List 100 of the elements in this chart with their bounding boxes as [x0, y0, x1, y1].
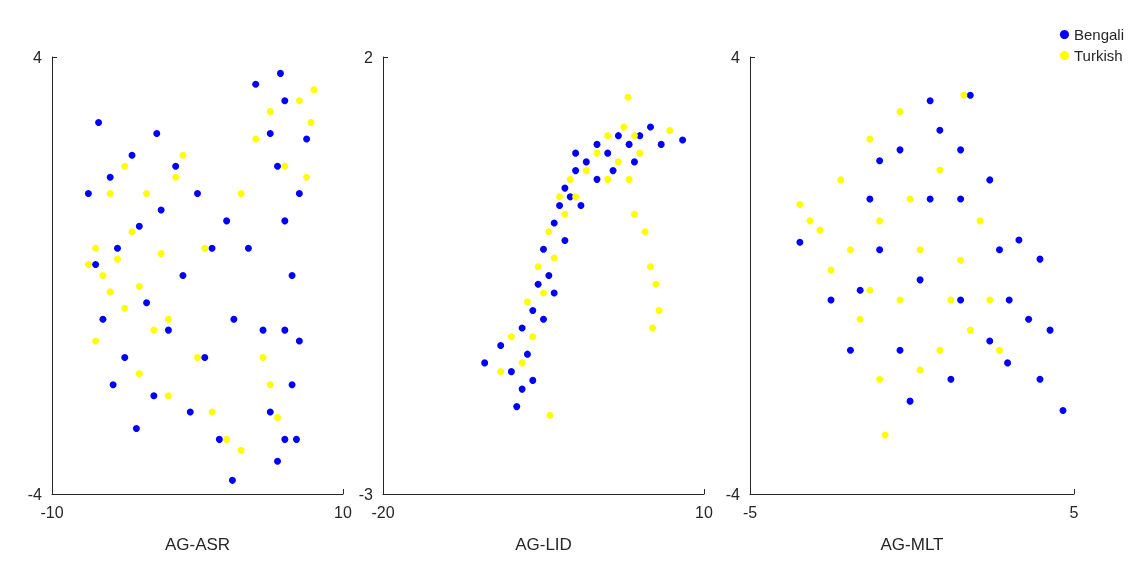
point — [113, 255, 121, 263]
point — [550, 254, 558, 262]
point — [796, 200, 804, 208]
legend-label: Turkish — [1073, 47, 1123, 64]
point — [274, 457, 282, 465]
point — [624, 93, 632, 101]
point — [806, 217, 814, 225]
point — [99, 272, 107, 279]
x-tick-label: 10 — [695, 503, 713, 521]
legend-label: Bengali — [1073, 26, 1125, 43]
point — [876, 157, 884, 165]
point — [957, 296, 965, 304]
point — [288, 381, 296, 389]
point — [276, 69, 284, 77]
point — [143, 190, 151, 198]
point — [106, 173, 114, 181]
point — [561, 184, 569, 192]
point — [545, 272, 553, 279]
point — [1059, 406, 1067, 414]
point — [310, 86, 318, 94]
x-tick-label: -20 — [371, 503, 395, 521]
point — [957, 256, 965, 264]
point — [274, 162, 282, 170]
point — [172, 162, 180, 170]
point — [92, 337, 100, 345]
point — [244, 244, 252, 252]
point — [630, 210, 638, 218]
point — [1025, 315, 1033, 323]
point — [513, 403, 521, 411]
point — [947, 296, 955, 304]
x-tick-label: -10 — [40, 503, 64, 521]
point — [529, 306, 537, 314]
point — [534, 280, 542, 288]
point — [550, 219, 558, 227]
point — [150, 326, 158, 334]
point — [561, 210, 569, 218]
point — [896, 346, 904, 354]
point — [143, 299, 151, 307]
point — [228, 476, 236, 484]
point — [546, 411, 554, 419]
point — [572, 149, 580, 157]
point — [135, 370, 143, 378]
point — [876, 246, 884, 254]
point — [796, 238, 804, 246]
point — [164, 392, 172, 400]
point — [230, 315, 238, 323]
y-tick-label: -4 — [725, 485, 741, 503]
point — [604, 149, 612, 157]
point — [106, 288, 114, 296]
point — [846, 346, 854, 354]
point — [252, 80, 260, 88]
point — [604, 132, 612, 140]
point — [128, 151, 136, 159]
point — [121, 304, 129, 312]
point — [172, 173, 180, 181]
point — [237, 190, 245, 198]
point — [529, 333, 537, 341]
point — [121, 162, 129, 170]
point — [957, 195, 965, 203]
point — [625, 175, 633, 183]
point — [866, 286, 874, 294]
point — [164, 326, 172, 334]
x-axis-title: AG-ASR — [164, 535, 231, 554]
point — [266, 408, 274, 416]
point — [556, 193, 564, 201]
point — [179, 151, 187, 159]
point — [679, 136, 687, 144]
point — [1036, 375, 1044, 383]
point — [135, 282, 143, 290]
point — [916, 246, 924, 254]
point — [295, 97, 303, 105]
point — [288, 272, 296, 279]
point — [295, 190, 303, 198]
point — [572, 193, 580, 201]
point — [237, 446, 245, 454]
point — [128, 228, 136, 236]
point — [135, 222, 143, 230]
point — [201, 353, 209, 361]
point — [507, 333, 515, 341]
point — [604, 175, 612, 183]
point — [960, 91, 968, 99]
point — [609, 167, 617, 175]
point — [518, 359, 526, 367]
point — [523, 350, 531, 358]
point — [947, 375, 955, 383]
point — [936, 346, 944, 354]
point — [856, 315, 864, 323]
point — [620, 123, 628, 131]
point — [986, 337, 994, 345]
y-tick-label: 4 — [731, 48, 741, 66]
point — [281, 162, 289, 170]
point — [208, 244, 216, 252]
point — [281, 435, 289, 443]
point — [150, 392, 158, 400]
point — [497, 341, 505, 349]
point — [523, 298, 531, 306]
point — [876, 217, 884, 225]
point — [630, 132, 638, 140]
point — [936, 166, 944, 174]
point — [630, 158, 638, 166]
